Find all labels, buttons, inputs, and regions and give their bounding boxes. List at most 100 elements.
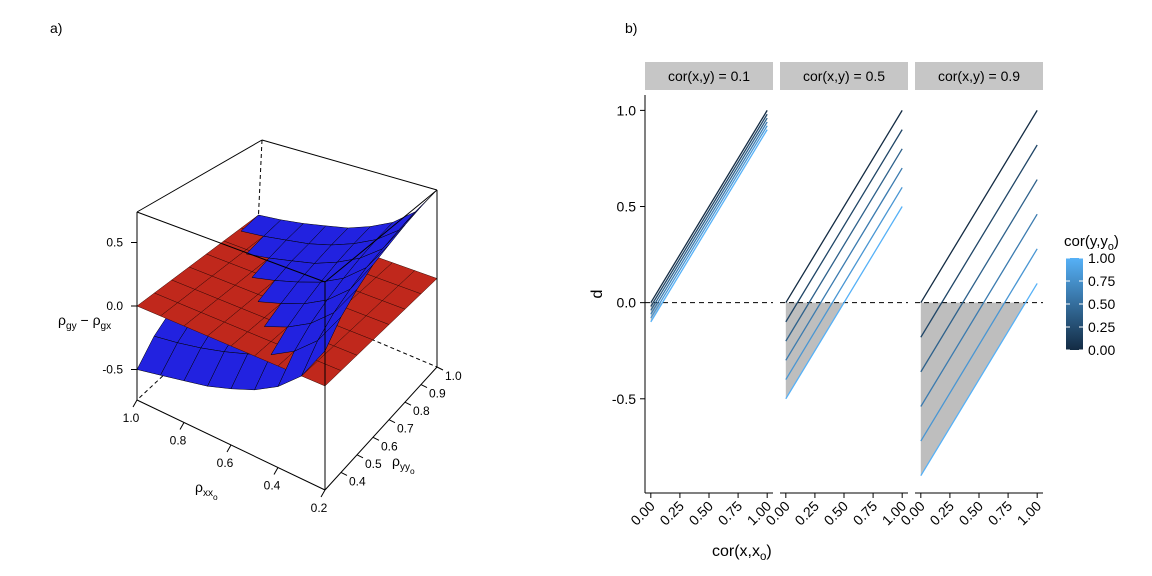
x-tick <box>179 422 185 430</box>
x-tick-label: 0.6 <box>217 456 234 470</box>
y-tick-label: 0.5 <box>617 199 637 215</box>
line <box>920 110 1038 303</box>
y-tick-label: 1.0 <box>445 369 462 383</box>
line <box>650 117 768 311</box>
y-tick-label: 0.6 <box>381 439 398 453</box>
strip-label: cor(x,y) = 0.9 <box>938 68 1020 84</box>
line <box>785 110 903 303</box>
line <box>650 121 768 315</box>
y-tick <box>420 384 428 389</box>
box-edge <box>261 139 438 191</box>
x-tick <box>132 399 138 408</box>
colorbar-label: 0.00 <box>1088 342 1115 358</box>
colorbar-title-part: o <box>1108 241 1114 253</box>
colorbar-label: 0.25 <box>1088 319 1115 335</box>
y-tick-label: -0.5 <box>612 391 636 407</box>
y-tick-label: 1.0 <box>617 102 637 118</box>
line <box>920 213 1038 407</box>
strip-label: cor(x,y) = 0.5 <box>803 68 885 84</box>
x-tick-label: 0.75 <box>715 498 746 529</box>
z-axis-title: ρgy − ρgx <box>58 312 111 332</box>
strip <box>780 62 908 90</box>
panel-label: a) <box>50 20 62 36</box>
colorbar-title: cor(y,yo) <box>1064 233 1119 253</box>
y-tick-label: 0.9 <box>429 387 446 401</box>
y-tick <box>372 436 380 441</box>
x-tick-label: 0.75 <box>850 498 881 529</box>
z-tick-label: 0.0 <box>106 299 123 313</box>
surface-cell <box>301 316 342 377</box>
line <box>785 148 903 342</box>
z-tick-label: -0.5 <box>102 363 123 377</box>
colorbar-title-part: cor(y,y <box>1064 233 1108 250</box>
x-tick-label: 0.50 <box>956 498 987 529</box>
strip <box>645 62 773 90</box>
y-tick-label: 0.7 <box>397 422 414 436</box>
x-tick-label: 0.50 <box>686 498 717 529</box>
x-axis-title-part: ) <box>766 543 771 560</box>
box-edge <box>136 139 263 213</box>
z-axis-title-part: gy <box>66 321 78 332</box>
z-axis-title-part: ρ <box>58 312 66 328</box>
x-tick-label: 0.00 <box>627 498 658 529</box>
line <box>920 179 1038 373</box>
line <box>785 186 903 380</box>
x-tick-label: 1.00 <box>1014 498 1045 529</box>
z-axis-title-part: gx <box>101 321 112 332</box>
y-tick-label: 0.0 <box>617 295 637 311</box>
x-tick-label: 1.0 <box>123 411 140 425</box>
strip <box>915 62 1043 90</box>
line <box>650 125 768 319</box>
x-tick-label: 0.8 <box>170 434 187 448</box>
x-axis-title: cor(x,xo) <box>712 543 772 563</box>
line <box>920 283 1038 477</box>
y-tick-label: 0.5 <box>365 457 382 471</box>
plane-cell <box>301 360 342 387</box>
x-axis-title-part: o <box>760 551 766 563</box>
line <box>920 144 1038 338</box>
line <box>785 206 903 400</box>
x-axis-title-part: cor(x,x <box>712 543 760 560</box>
y-tick <box>388 419 396 424</box>
y-tick <box>356 454 364 459</box>
panel-label: b) <box>625 20 637 36</box>
line <box>650 110 768 303</box>
z-axis-title-part: − ρ <box>77 312 101 328</box>
y-tick <box>340 471 348 476</box>
y-axis-title: ρyyo <box>392 453 415 476</box>
x-axis-title: ρxxo <box>195 479 218 502</box>
line <box>785 167 903 361</box>
x-tick <box>226 444 232 453</box>
box-edge <box>136 211 326 283</box>
x-axis-title-part: o <box>213 492 218 502</box>
y-tick <box>436 366 444 371</box>
line <box>650 129 768 323</box>
x-tick-label: 0.50 <box>821 498 852 529</box>
colorbar-label: 0.50 <box>1088 296 1115 312</box>
line <box>650 113 768 307</box>
strip-label: cor(x,y) = 0.1 <box>668 68 750 84</box>
x-tick <box>273 467 279 475</box>
y-axis-title-part: ρ <box>392 453 400 469</box>
box-edge <box>324 366 438 491</box>
x-axis-title-part: xx <box>203 488 213 499</box>
z-tick-label: 0.5 <box>106 235 123 249</box>
y-tick <box>404 401 412 406</box>
y-axis-title: d <box>589 290 606 299</box>
y-axis-title-part: o <box>410 466 415 476</box>
colorbar-label: 1.00 <box>1088 250 1115 266</box>
colorbar <box>1066 258 1083 350</box>
x-tick-label: 0.4 <box>264 479 281 493</box>
x-tick-label: 0.75 <box>985 498 1016 529</box>
colorbar-label: 0.75 <box>1088 273 1115 289</box>
box-edge <box>324 189 438 283</box>
x-tick-label: 0.25 <box>656 498 687 529</box>
y-axis-title-part: yy <box>400 462 411 473</box>
x-axis-title-part: ρ <box>195 479 203 495</box>
x-tick-label: 0.2 <box>311 501 328 515</box>
line <box>920 248 1038 442</box>
y-tick-label: 0.4 <box>349 474 366 488</box>
x-tick-label: 0.25 <box>926 498 957 529</box>
